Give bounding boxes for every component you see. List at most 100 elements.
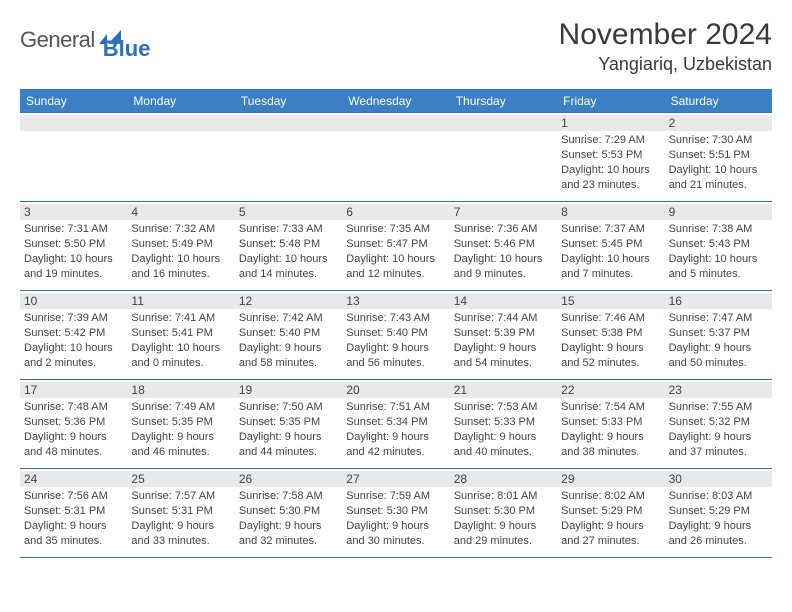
daylight-text: Daylight: 9 hours and 50 minutes.: [669, 341, 768, 371]
sunrise-text: Sunrise: 7:48 AM: [24, 400, 123, 415]
day-number: 4: [127, 204, 234, 220]
sunrise-text: Sunrise: 7:39 AM: [24, 311, 123, 326]
sunrise-text: Sunrise: 8:01 AM: [454, 489, 553, 504]
calendar-cell: 9Sunrise: 7:38 AMSunset: 5:43 PMDaylight…: [665, 202, 772, 290]
week-row: 10Sunrise: 7:39 AMSunset: 5:42 PMDayligh…: [20, 291, 772, 380]
day-number: 5: [235, 204, 342, 220]
day-number: 17: [20, 382, 127, 398]
sunrise-text: Sunrise: 7:43 AM: [346, 311, 445, 326]
daylight-text: Daylight: 9 hours and 40 minutes.: [454, 430, 553, 460]
day-headers-row: Sunday Monday Tuesday Wednesday Thursday…: [20, 89, 772, 113]
sun-info: Sunrise: 7:42 AMSunset: 5:40 PMDaylight:…: [239, 311, 338, 370]
sunrise-text: Sunrise: 7:57 AM: [131, 489, 230, 504]
daylight-text: Daylight: 10 hours and 12 minutes.: [346, 252, 445, 282]
calendar-cell: 18Sunrise: 7:49 AMSunset: 5:35 PMDayligh…: [127, 380, 234, 468]
day-header-monday: Monday: [127, 90, 234, 112]
calendar-cell: 21Sunrise: 7:53 AMSunset: 5:33 PMDayligh…: [450, 380, 557, 468]
logo-text-blue: Blue: [103, 36, 151, 62]
sunset-text: Sunset: 5:35 PM: [131, 415, 230, 430]
day-number: [235, 115, 342, 131]
day-number: 29: [557, 471, 664, 487]
sunset-text: Sunset: 5:51 PM: [669, 148, 768, 163]
calendar: Sunday Monday Tuesday Wednesday Thursday…: [20, 89, 772, 558]
calendar-cell: 10Sunrise: 7:39 AMSunset: 5:42 PMDayligh…: [20, 291, 127, 379]
sunrise-text: Sunrise: 7:46 AM: [561, 311, 660, 326]
daylight-text: Daylight: 10 hours and 23 minutes.: [561, 163, 660, 193]
sunset-text: Sunset: 5:40 PM: [239, 326, 338, 341]
calendar-cell: 2Sunrise: 7:30 AMSunset: 5:51 PMDaylight…: [665, 113, 772, 201]
week-row: 24Sunrise: 7:56 AMSunset: 5:31 PMDayligh…: [20, 469, 772, 558]
day-number: 18: [127, 382, 234, 398]
day-number: 23: [665, 382, 772, 398]
sunset-text: Sunset: 5:43 PM: [669, 237, 768, 252]
sunset-text: Sunset: 5:47 PM: [346, 237, 445, 252]
day-header-friday: Friday: [557, 90, 664, 112]
sun-info: Sunrise: 7:50 AMSunset: 5:35 PMDaylight:…: [239, 400, 338, 459]
sunrise-text: Sunrise: 7:58 AM: [239, 489, 338, 504]
day-number: 24: [20, 471, 127, 487]
daylight-text: Daylight: 10 hours and 9 minutes.: [454, 252, 553, 282]
daylight-text: Daylight: 9 hours and 38 minutes.: [561, 430, 660, 460]
sun-info: Sunrise: 7:43 AMSunset: 5:40 PMDaylight:…: [346, 311, 445, 370]
day-number: 22: [557, 382, 664, 398]
sunrise-text: Sunrise: 7:38 AM: [669, 222, 768, 237]
day-number: 21: [450, 382, 557, 398]
sun-info: Sunrise: 8:03 AMSunset: 5:29 PMDaylight:…: [669, 489, 768, 548]
sun-info: Sunrise: 7:38 AMSunset: 5:43 PMDaylight:…: [669, 222, 768, 281]
day-number: 6: [342, 204, 449, 220]
sun-info: Sunrise: 7:37 AMSunset: 5:45 PMDaylight:…: [561, 222, 660, 281]
sun-info: Sunrise: 7:48 AMSunset: 5:36 PMDaylight:…: [24, 400, 123, 459]
day-number: [450, 115, 557, 131]
calendar-cell: 30Sunrise: 8:03 AMSunset: 5:29 PMDayligh…: [665, 469, 772, 557]
day-number: 28: [450, 471, 557, 487]
sunrise-text: Sunrise: 7:41 AM: [131, 311, 230, 326]
daylight-text: Daylight: 9 hours and 30 minutes.: [346, 519, 445, 549]
sun-info: Sunrise: 7:29 AMSunset: 5:53 PMDaylight:…: [561, 133, 660, 192]
day-header-saturday: Saturday: [665, 90, 772, 112]
sun-info: Sunrise: 7:41 AMSunset: 5:41 PMDaylight:…: [131, 311, 230, 370]
daylight-text: Daylight: 9 hours and 27 minutes.: [561, 519, 660, 549]
sun-info: Sunrise: 7:33 AMSunset: 5:48 PMDaylight:…: [239, 222, 338, 281]
sunrise-text: Sunrise: 8:02 AM: [561, 489, 660, 504]
sun-info: Sunrise: 7:58 AMSunset: 5:30 PMDaylight:…: [239, 489, 338, 548]
sunrise-text: Sunrise: 7:53 AM: [454, 400, 553, 415]
sunset-text: Sunset: 5:31 PM: [131, 504, 230, 519]
sunrise-text: Sunrise: 7:55 AM: [669, 400, 768, 415]
day-header-sunday: Sunday: [20, 90, 127, 112]
daylight-text: Daylight: 9 hours and 44 minutes.: [239, 430, 338, 460]
day-number: [20, 115, 127, 131]
calendar-cell: 5 Sunrise: 7:33 AMSunset: 5:48 PMDaylight…: [235, 202, 342, 290]
sunrise-text: Sunrise: 7:54 AM: [561, 400, 660, 415]
daylight-text: Daylight: 10 hours and 21 minutes.: [669, 163, 768, 193]
sunset-text: Sunset: 5:38 PM: [561, 326, 660, 341]
sunrise-text: Sunrise: 7:29 AM: [561, 133, 660, 148]
calendar-cell: [235, 113, 342, 201]
day-number: 15: [557, 293, 664, 309]
calendar-cell: 13 Sunrise: 7:43 AMSunset: 5:40 PMDayligh…: [342, 291, 449, 379]
day-number: 26: [235, 471, 342, 487]
sun-info: Sunrise: 7:47 AMSunset: 5:37 PMDaylight:…: [669, 311, 768, 370]
sunset-text: Sunset: 5:50 PM: [24, 237, 123, 252]
calendar-cell: 1 Sunrise: 7:29 AMSunset: 5:53 PMDaylight…: [557, 113, 664, 201]
calendar-cell: 20Sunrise: 7:51 AMSunset: 5:34 PMDayligh…: [342, 380, 449, 468]
daylight-text: Daylight: 9 hours and 52 minutes.: [561, 341, 660, 371]
calendar-cell: [342, 113, 449, 201]
sunset-text: Sunset: 5:35 PM: [239, 415, 338, 430]
daylight-text: Daylight: 9 hours and 37 minutes.: [669, 430, 768, 460]
calendar-cell: 4Sunrise: 7:32 AMSunset: 5:49 PMDaylight…: [127, 202, 234, 290]
calendar-cell: [20, 113, 127, 201]
sunrise-text: Sunrise: 7:33 AM: [239, 222, 338, 237]
sun-info: Sunrise: 7:59 AMSunset: 5:30 PMDaylight:…: [346, 489, 445, 548]
sunset-text: Sunset: 5:34 PM: [346, 415, 445, 430]
day-number: 8: [557, 204, 664, 220]
daylight-text: Daylight: 10 hours and 7 minutes.: [561, 252, 660, 282]
daylight-text: Daylight: 9 hours and 54 minutes.: [454, 341, 553, 371]
day-number: 10: [20, 293, 127, 309]
page-header: General Blue November 2024 Yangiariq, Uz…: [20, 18, 772, 75]
sunset-text: Sunset: 5:49 PM: [131, 237, 230, 252]
day-number: 13: [342, 293, 449, 309]
sun-info: Sunrise: 7:57 AMSunset: 5:31 PMDaylight:…: [131, 489, 230, 548]
daylight-text: Daylight: 9 hours and 26 minutes.: [669, 519, 768, 549]
day-number: 1: [557, 115, 664, 131]
daylight-text: Daylight: 9 hours and 33 minutes.: [131, 519, 230, 549]
